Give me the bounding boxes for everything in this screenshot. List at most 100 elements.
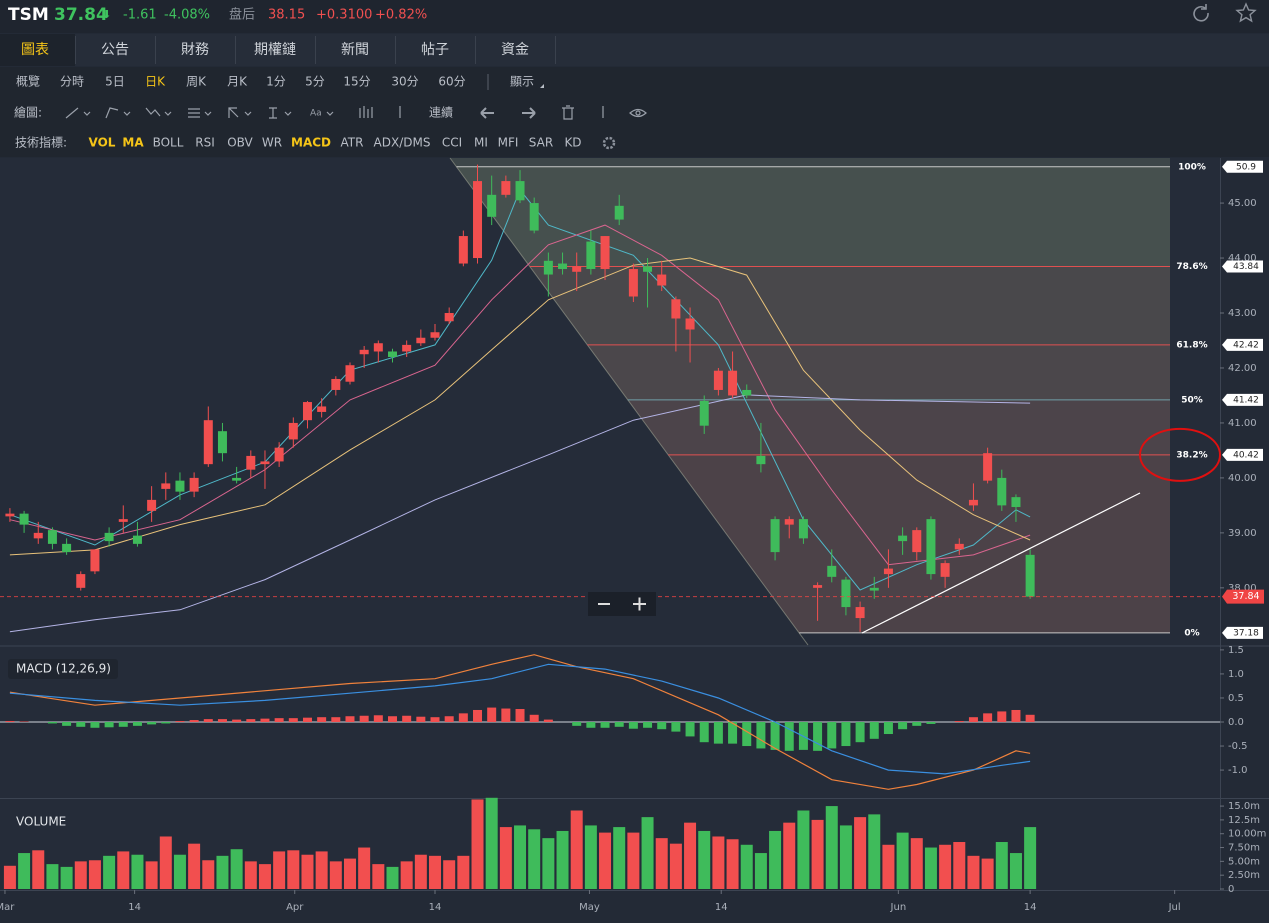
font-tool[interactable]: Aa [310,109,322,119]
zoom-in[interactable] [633,597,646,611]
volume-bar [726,839,739,889]
display-menu[interactable]: 顯示 [510,75,534,89]
candle-body [643,266,653,272]
volume-bar [967,855,980,889]
indicator[interactable]: BOLL [153,136,184,150]
candle-body [926,519,936,575]
candle-body [62,543,72,553]
tab[interactable]: 資金 [501,42,529,58]
fib-price-box [1222,338,1263,351]
volume-bar [599,832,612,889]
volume-bar [301,854,314,889]
period[interactable]: 60分 [438,75,465,89]
macd-bar [968,717,978,722]
quote-bar [0,0,1269,33]
period[interactable]: 分時 [60,75,84,89]
fib-ratio-label: 100% [1178,162,1206,172]
macd-bar [926,722,936,724]
tab[interactable]: 帖子 [421,42,449,58]
volume-bar [159,836,172,889]
indicator[interactable]: CCI [442,136,462,150]
candle-body [586,241,596,270]
volume-bar [145,861,158,889]
volume-bar [46,864,59,889]
moving-average [9,257,1031,556]
active-tab-bg [0,34,75,66]
volume-bar [797,810,810,889]
indicator[interactable]: MFI [498,136,519,150]
macd-bar [827,722,837,749]
candle-body [614,205,624,220]
macd-bar [161,722,171,724]
volume-bar [60,866,73,889]
indicator[interactable]: KD [564,136,581,150]
volume-bar [457,855,470,889]
indicator[interactable]: SAR [529,136,553,150]
volume-bar [953,842,966,889]
tab[interactable]: 公告 [101,42,129,58]
candle-body [317,406,327,412]
candle-body [841,579,851,608]
period[interactable]: 5分 [305,75,325,89]
indicator[interactable]: ADX/DMS [374,136,431,150]
indicator[interactable]: OBV [227,136,253,150]
tab[interactable]: 新聞 [341,42,369,58]
candle-body [189,477,199,492]
toolbar [0,67,1269,157]
period[interactable]: 月K [227,75,248,89]
candle-body [416,337,426,344]
indicator[interactable]: WR [262,136,282,150]
refresh-icon[interactable] [1193,4,1209,22]
indicator[interactable]: RSI [195,136,215,150]
volume-bar [429,855,442,889]
star-icon[interactable] [1235,2,1257,23]
candle-body [671,299,681,319]
tab[interactable]: 期權鏈 [254,42,296,58]
indicator[interactable]: MA [122,136,144,150]
volume-bar [443,860,456,889]
volume-bar [584,825,597,889]
tab[interactable]: 圖表 [21,42,49,58]
candle-body [954,543,964,550]
period[interactable]: 日K [145,75,166,89]
fib-price-label: 43.84 [1233,262,1259,272]
last-price-label: 37.84 [1232,591,1259,602]
volume-bar [499,827,512,889]
candle-body [132,535,142,544]
candle-body [869,587,879,591]
period[interactable]: 周K [186,75,207,89]
macd-bar [813,722,823,751]
y-tick-label: 1.5 [1228,645,1244,656]
candle-body [628,269,638,297]
macd-bar [713,722,723,744]
price-arrow: ⬇ [102,8,111,21]
candle-body [345,365,355,382]
indicator[interactable]: MI [474,136,488,150]
period[interactable]: 30分 [391,75,418,89]
continuous-toggle[interactable]: 連續 [429,105,453,120]
symbol: TSM [8,5,49,25]
y-tick-label: 42.00 [1228,363,1257,374]
tab[interactable]: 財務 [181,42,209,58]
period[interactable]: 15分 [343,75,370,89]
indicator[interactable]: MACD [291,136,331,150]
macd-bar [954,721,964,722]
candle-body [444,313,454,322]
period[interactable]: 概覽 [16,75,40,89]
indicator[interactable]: ATR [341,136,364,150]
volume-bar [32,850,45,889]
x-tick-label: Jun [890,902,907,913]
x-tick-label: May [579,902,600,913]
period[interactable]: 5日 [105,75,125,89]
volume-bar [882,844,895,889]
indicator[interactable]: VOL [89,136,116,150]
macd-bar [90,722,100,728]
period[interactable]: 1分 [266,75,286,89]
y-tick-label: 44.00 [1228,253,1257,264]
drawing-tools[interactable] [65,105,647,120]
settings-icon[interactable] [602,136,616,150]
candle-body [770,519,780,553]
candle-body [246,455,256,470]
candle-body [968,499,978,506]
y-tick-label: 0.5 [1228,693,1244,704]
